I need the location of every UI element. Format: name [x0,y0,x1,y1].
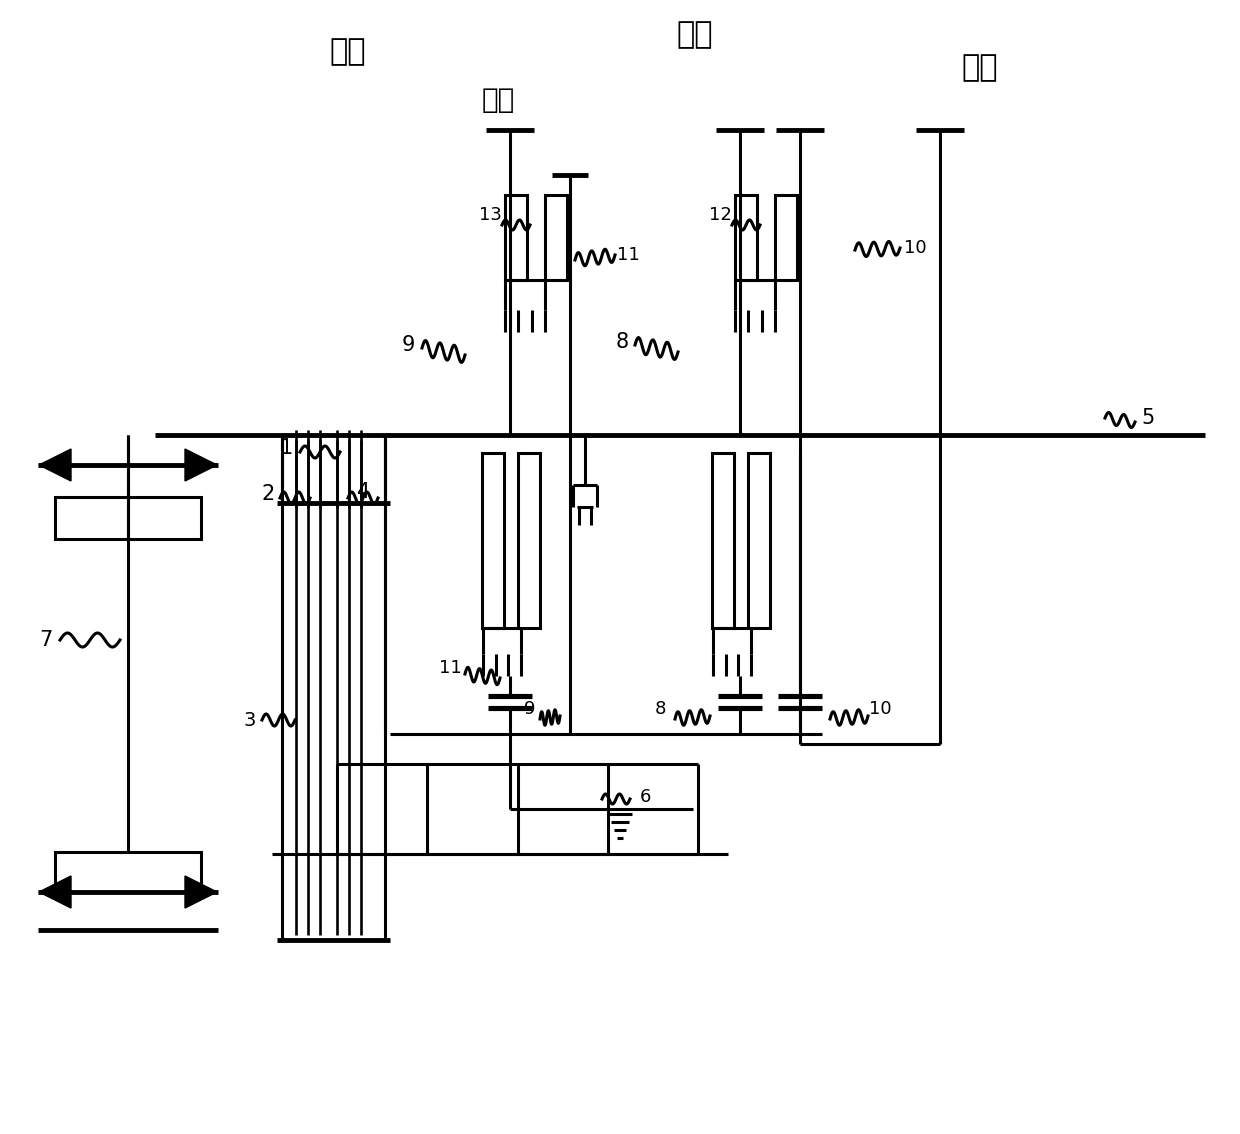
Text: 四档: 四档 [481,86,515,115]
Text: 6: 6 [640,788,651,806]
Text: 10: 10 [904,239,926,257]
Text: 一档: 一档 [677,20,713,50]
Text: 12: 12 [708,206,732,225]
Text: 二档: 二档 [330,37,366,67]
Text: 8: 8 [615,332,629,352]
Text: 7: 7 [40,631,52,650]
Bar [546,195,567,280]
Text: 2: 2 [262,484,274,503]
Text: 8: 8 [655,700,666,718]
Bar [55,852,201,892]
Bar [712,452,734,628]
Text: 4: 4 [357,482,371,502]
Bar [735,195,756,280]
Text: 三档: 三档 [962,53,998,83]
Text: 13: 13 [479,206,501,225]
Text: 9: 9 [402,335,414,355]
Text: 9: 9 [525,700,536,718]
Text: 1: 1 [279,438,293,458]
Bar [505,195,527,280]
Text: 11: 11 [439,659,461,677]
Bar [482,452,503,628]
Text: 10: 10 [869,700,892,718]
Polygon shape [38,449,71,481]
Bar [55,497,201,539]
Polygon shape [185,449,217,481]
Polygon shape [185,875,217,908]
Bar [518,452,539,628]
Bar [775,195,797,280]
Text: 11: 11 [616,246,640,264]
Text: 3: 3 [244,711,257,729]
Text: 5: 5 [1141,408,1154,428]
Polygon shape [38,875,71,908]
Bar [748,452,770,628]
